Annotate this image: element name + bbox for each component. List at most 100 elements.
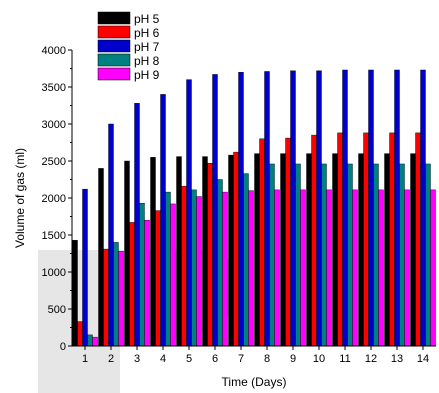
bar — [170, 203, 176, 347]
bar — [295, 163, 301, 347]
bar — [124, 160, 130, 347]
bar — [280, 153, 286, 347]
bar — [108, 123, 114, 347]
bar — [87, 334, 93, 347]
bar — [113, 242, 119, 347]
bar — [254, 153, 260, 347]
bar — [222, 191, 228, 347]
y-tick-label: 2000 — [42, 193, 66, 205]
y-axis-title: Volume of gas (ml) — [13, 148, 27, 248]
y-tick-label: 1000 — [42, 267, 66, 279]
x-tick-label: 8 — [264, 353, 270, 365]
bar — [207, 163, 213, 347]
x-ticks: 1 2 3 4 5 6 7 8 9 10 11 12 13 14 — [82, 346, 429, 365]
bar — [238, 71, 244, 347]
bar — [342, 69, 348, 347]
y-tick-label: 3500 — [42, 82, 66, 94]
legend-label: pH 7 — [134, 40, 160, 54]
bar — [155, 210, 161, 347]
bar — [212, 74, 218, 347]
bar — [160, 94, 166, 347]
bar — [311, 134, 317, 347]
y-tick-label: 4000 — [42, 45, 66, 57]
bar — [103, 248, 109, 347]
legend-swatch — [97, 39, 131, 53]
bar — [165, 191, 171, 347]
bar — [285, 137, 291, 347]
bar — [191, 189, 197, 347]
bar — [373, 163, 379, 347]
y-tick-label: 3000 — [42, 119, 66, 131]
x-tick-label: 3 — [134, 353, 140, 365]
bar — [420, 69, 426, 347]
bar — [430, 189, 436, 347]
bar — [352, 189, 358, 347]
bar — [337, 132, 343, 347]
legend-swatch — [97, 25, 131, 39]
x-tick-label: 10 — [313, 353, 325, 365]
y-tick-label: 0 — [60, 341, 66, 353]
bar — [410, 153, 416, 347]
bar — [306, 153, 312, 347]
x-tick-label: 1 — [82, 353, 88, 365]
x-tick-label: 2 — [108, 353, 114, 365]
bar — [129, 222, 135, 347]
y-ticks: 0 500 1000 1500 2000 2500 3000 3500 4000 — [42, 45, 72, 353]
y-tick-label: 1500 — [42, 230, 66, 242]
bar — [326, 189, 332, 347]
bar — [92, 336, 98, 347]
bar — [394, 69, 400, 347]
bar — [389, 132, 395, 347]
y-tick-label: 2500 — [42, 156, 66, 168]
bar — [118, 251, 124, 347]
legend: pH 5pH 6pH 7pH 8pH 9 — [96, 10, 174, 84]
legend-swatch — [97, 53, 131, 67]
bar — [399, 163, 405, 347]
bar — [217, 179, 223, 347]
bar — [139, 202, 145, 347]
bar — [300, 189, 306, 347]
bar — [228, 154, 234, 347]
x-axis-title: Time (Days) — [222, 375, 287, 389]
bar — [144, 219, 150, 347]
bar — [321, 163, 327, 347]
y-tick-label: 500 — [48, 304, 66, 316]
x-tick-label: 4 — [160, 353, 166, 365]
bar — [363, 132, 369, 347]
bar — [233, 151, 239, 347]
legend-swatch — [97, 11, 131, 25]
bar — [347, 163, 353, 347]
bar — [368, 69, 374, 347]
bar — [243, 173, 249, 347]
bar — [404, 189, 410, 347]
bar — [425, 163, 431, 347]
x-tick-label: 14 — [417, 353, 429, 365]
bar — [186, 79, 192, 347]
series-ph-7 — [82, 69, 426, 347]
bar — [378, 189, 384, 347]
bar — [358, 153, 364, 347]
bar — [264, 71, 270, 347]
bars-layer — [72, 69, 436, 347]
bar — [269, 163, 275, 347]
x-tick-label: 5 — [186, 353, 192, 365]
bar — [248, 190, 254, 347]
bar — [274, 189, 280, 347]
legend-label: pH 5 — [134, 12, 160, 26]
bar — [82, 188, 88, 347]
bar — [196, 196, 202, 347]
bar — [316, 70, 322, 347]
bar — [290, 70, 296, 347]
bar — [415, 132, 421, 347]
bar — [332, 153, 338, 347]
bar — [77, 321, 83, 347]
x-tick-label: 12 — [365, 353, 377, 365]
x-tick-label: 13 — [391, 353, 403, 365]
bar — [202, 156, 208, 347]
bar — [176, 156, 182, 347]
x-tick-label: 6 — [212, 353, 218, 365]
bar — [98, 168, 104, 347]
x-tick-label: 9 — [290, 353, 296, 365]
legend-label: pH 6 — [134, 26, 160, 40]
